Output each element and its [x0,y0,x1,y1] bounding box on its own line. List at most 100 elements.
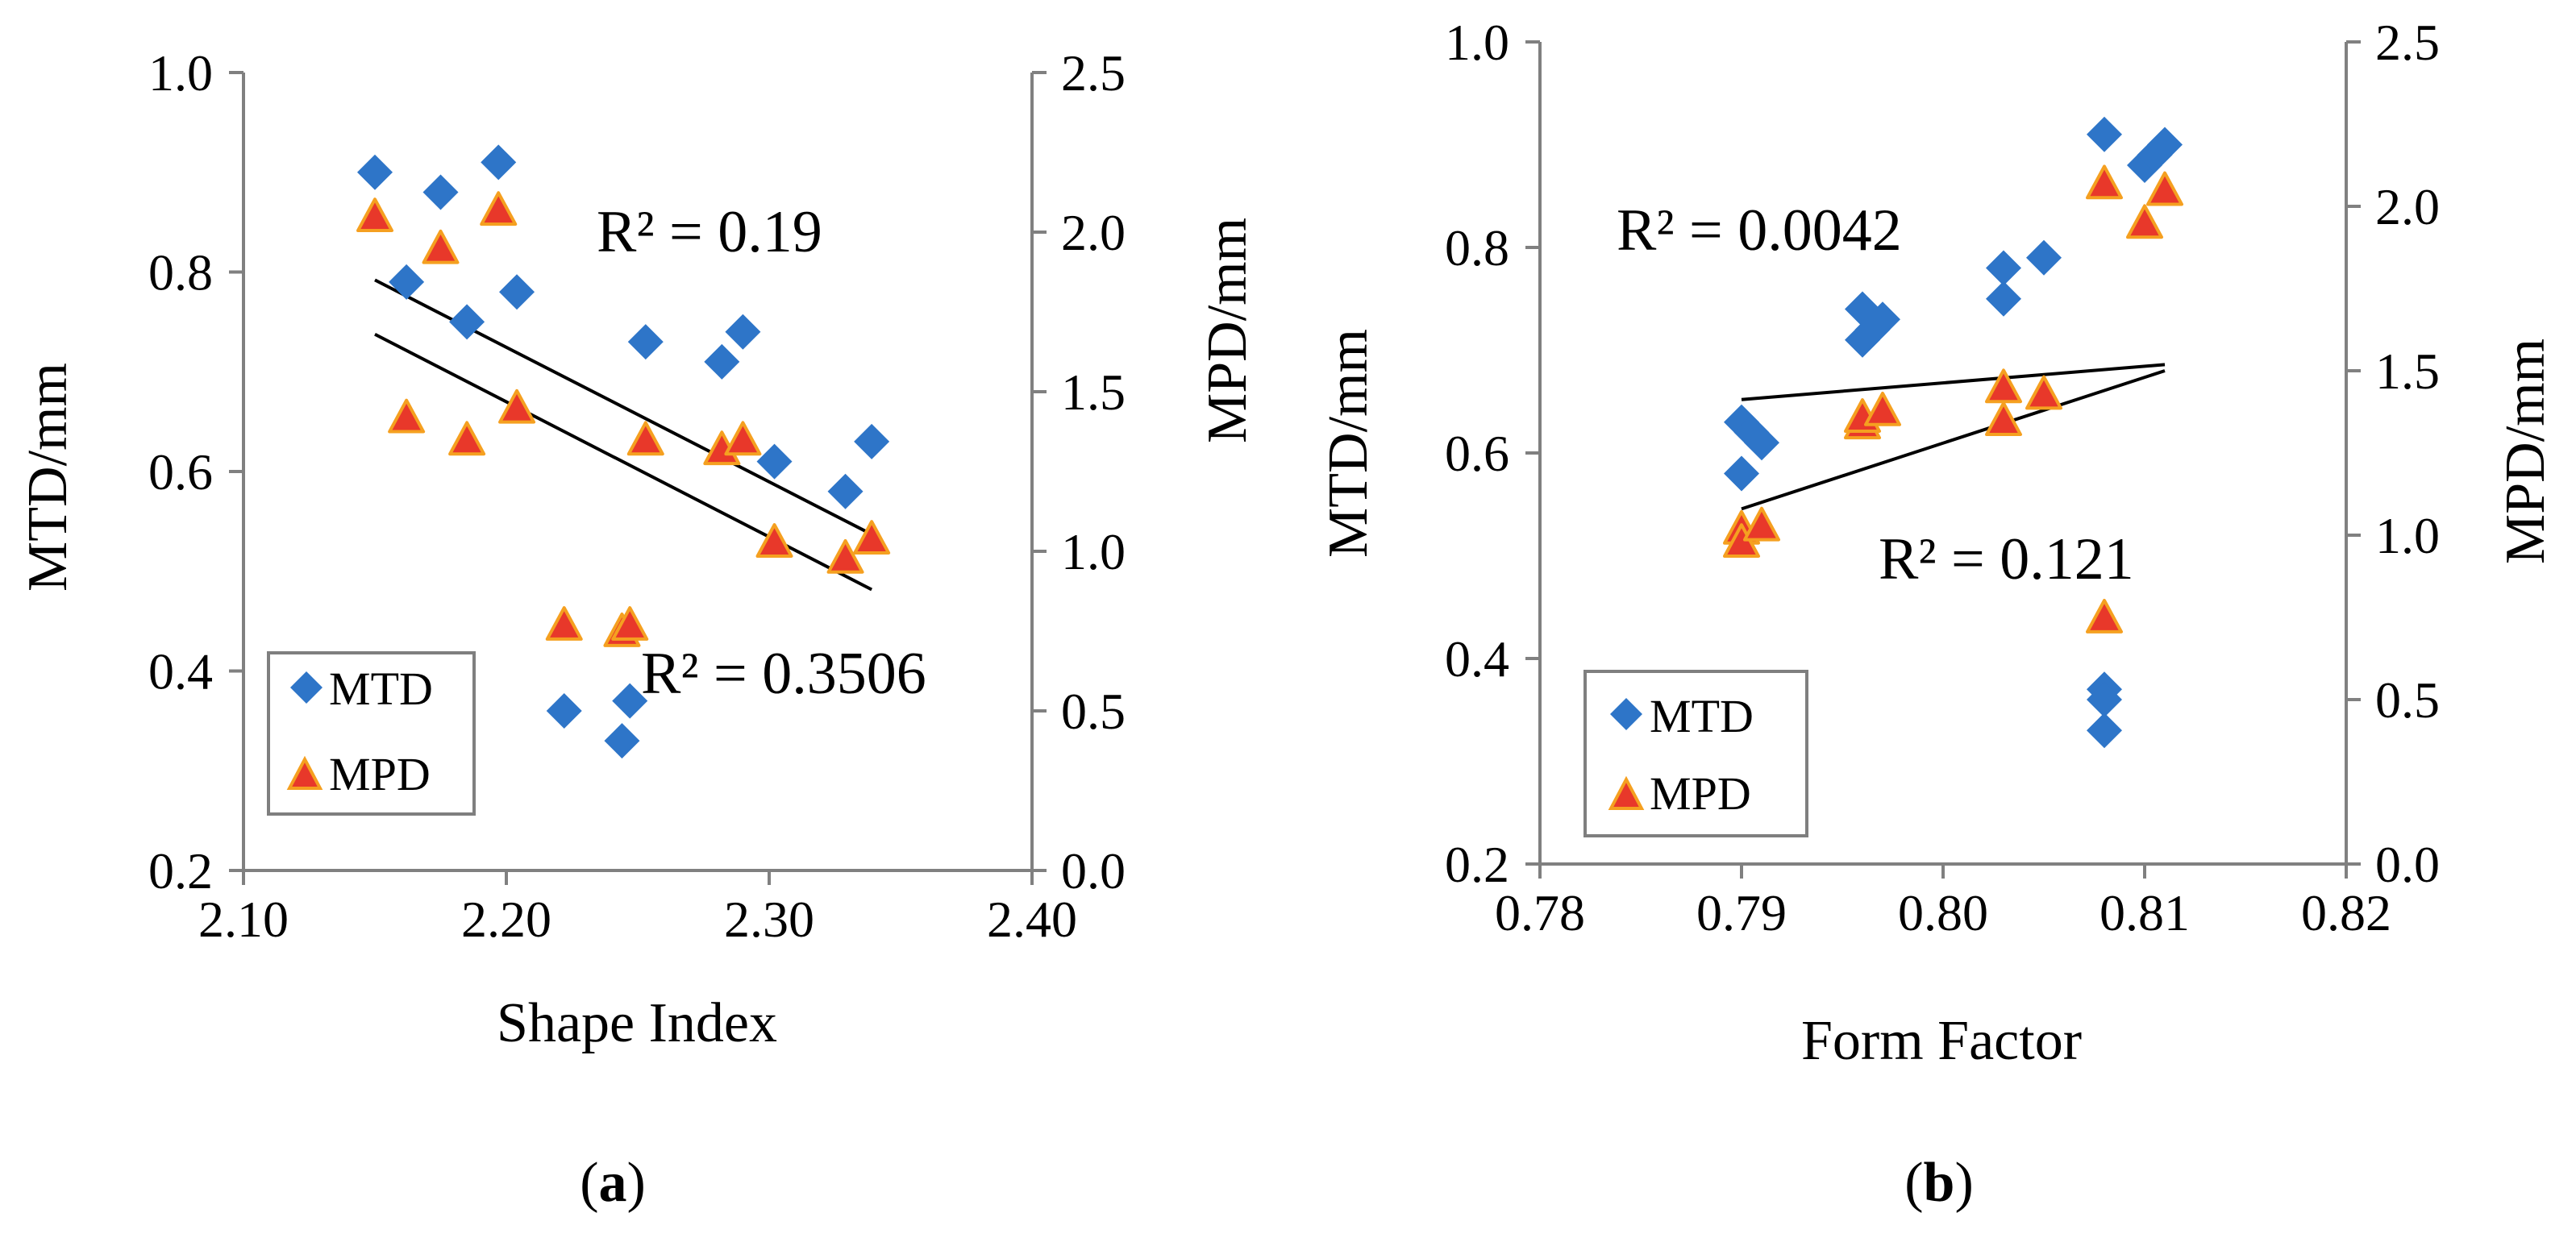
data-point-mtd [1865,301,1900,338]
data-point-mpd [498,388,536,424]
r2-annotation-mtd-a: R² = 0.19 [597,199,822,265]
trendline-mtd-b [1741,363,2166,401]
data-point-mpd [826,538,864,574]
r2-annotation-mtd-b: R² = 0.0042 [1617,197,1902,264]
data-point-mpd [1985,368,2022,404]
x-axis-title-a: Shape Index [497,992,777,1054]
y-right-tick-label: 0.0 [2375,836,2440,893]
data-point-mtd [604,723,640,759]
data-point-mpd [422,229,460,264]
x-tick-label: 0.82 [2301,884,2391,941]
data-point-mtd [2026,239,2062,276]
x-tick-label: 2.10 [198,891,289,948]
data-point-mpd [2025,375,2062,410]
legend-label-mpd-b: MPD [1650,767,1751,820]
x-tick-label: 0.81 [2100,884,2190,941]
data-point-mtd [1724,455,1759,492]
legend-marker-mpd-a [286,755,323,790]
plot-area-b: 0.78 0.79 0.80 0.81 0.82 0.2 0.4 0.6 0.8 1.0 0.0 0.… [1445,14,2440,941]
y-right-tick-label: 0.0 [1061,842,1126,899]
data-point-mtd [1986,280,2021,317]
data-point-mpd [2146,171,2183,206]
y-left-tick-label: 0.4 [1445,630,1509,688]
data-point-mtd [627,324,664,360]
data-point-mtd [756,443,793,480]
data-point-mtd [1744,425,1779,461]
x-tick-label: 2.20 [461,891,551,948]
data-point-mtd [357,154,393,190]
y-right-tick-label: 2.5 [1061,44,1126,102]
trendline-mpd-b [1741,369,2166,511]
data-point-mtd [2087,712,2122,749]
data-point-mpd [2086,599,2123,634]
data-point-mpd [626,421,664,456]
data-point-mpd [611,606,649,641]
data-point-mtd [449,304,485,340]
data-point-mtd [2147,127,2183,163]
y-right-tick-label: 1.5 [1061,364,1126,421]
y-axis-title-right-b: MPD/mm [2495,339,2557,564]
y-left-tick-label: 0.6 [1445,425,1509,482]
trendline-mtd-a [374,278,873,536]
data-point-mtd [854,423,890,459]
data-point-mtd [704,343,740,380]
y-axis-title-left-a: MTD/mm [17,363,79,592]
data-point-mpd [1985,401,2022,437]
data-point-mtd [725,314,761,350]
y-left-tick-label: 1.0 [1445,14,1509,71]
r2-annotation-mpd-a: R² = 0.3506 [641,641,926,707]
data-point-mtd [612,683,648,719]
data-point-mtd [827,473,864,509]
data-point-mtd [481,144,517,181]
data-point-mpd [545,606,583,641]
x-tick-label: 0.78 [1495,884,1585,941]
data-point-mtd [2087,682,2122,717]
data-point-mpd [755,523,793,558]
data-point-mpd [1864,391,1901,426]
data-point-mtd [1986,250,2021,286]
data-point-mpd [2126,204,2163,239]
y-right-tick-label: 1.0 [2375,507,2440,564]
y-axis-title-right-a: MPD/mm [1196,218,1259,443]
data-point-mtd [546,693,582,729]
x-tick-label: 2.30 [724,891,814,948]
y-right-tick-label: 2.0 [2375,178,2440,235]
y-left-tick-label: 0.8 [148,244,213,301]
data-point-mpd [853,520,891,555]
panel-caption-b: (b) [1904,1152,1974,1214]
y-left-tick-label: 0.4 [148,643,213,700]
y-right-tick-label: 2.0 [1061,204,1126,261]
legend-label-mtd-a: MTD [329,663,433,715]
legend-a: MTD MPD [267,651,476,816]
legend-label-mtd-b: MTD [1650,690,1754,742]
y-right-tick-label: 0.5 [1061,683,1126,740]
legend-marker-mtd-a [290,671,323,704]
legend-marker-mtd-b [1610,698,1642,730]
y-left-tick-label: 1.0 [148,44,213,102]
legend-b: MTD MPD [1583,670,1808,837]
y-left-tick-label: 0.2 [1445,836,1509,893]
y-axis-title-left-b: MTD/mm [1317,329,1380,558]
x-tick-label: 2.40 [987,891,1077,948]
chart-panel-a: 2.10 2.20 2.30 2.40 0.2 0.4 0.6 0.8 1.0 0.0 0.5 1.0… [17,44,1259,1214]
legend-label-mpd-a: MPD [329,748,431,800]
data-point-mpd [480,191,518,226]
x-tick-label: 0.79 [1696,884,1787,941]
y-right-tick-label: 1.0 [1061,523,1126,580]
data-point-mtd [2087,116,2122,152]
data-point-mtd [499,274,535,310]
panel-caption-a: (a) [580,1152,646,1214]
y-right-tick-label: 2.5 [2375,14,2440,71]
y-left-tick-label: 0.6 [148,443,213,501]
y-left-tick-label: 0.2 [148,842,213,899]
plot-area-a: 2.10 2.20 2.30 2.40 0.2 0.4 0.6 0.8 1.0 0.0 0.5 1.0… [148,44,1126,948]
data-point-mpd [388,398,426,434]
x-tick-label: 0.80 [1898,884,1988,941]
data-point-mtd [422,174,459,210]
y-right-tick-label: 1.5 [2375,343,2440,400]
chart-panel-b: 0.78 0.79 0.80 0.81 0.82 0.2 0.4 0.6 0.8 1.0 0.0 0.… [1317,14,2557,1214]
r2-annotation-mpd-b: R² = 0.121 [1879,526,2134,592]
data-point-mpd [448,421,486,456]
trendline-mpd-a [374,332,873,592]
